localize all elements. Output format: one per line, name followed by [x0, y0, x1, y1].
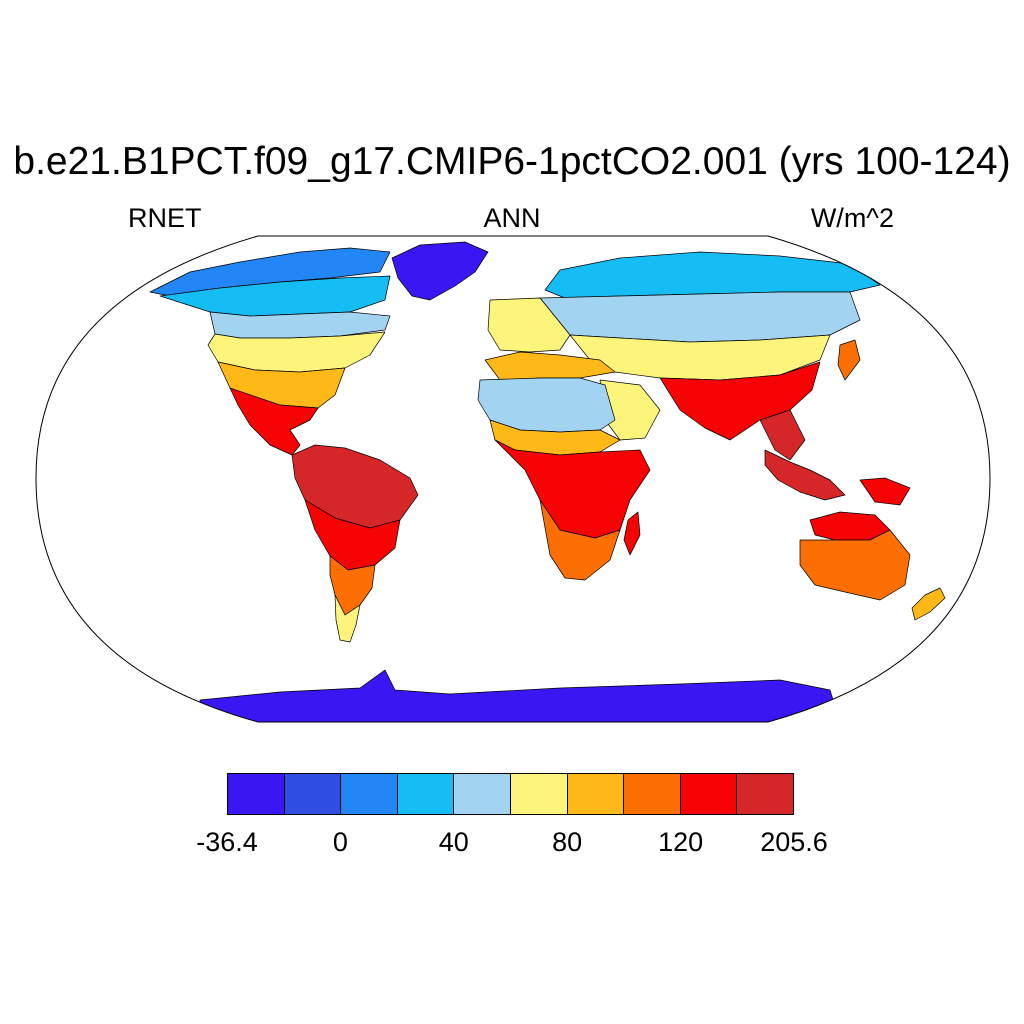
region-antarctica — [199, 669, 841, 722]
season-label: ANN — [483, 203, 541, 233]
units-label: W/m^2 — [810, 203, 894, 233]
colorbar-box — [454, 774, 511, 814]
colorbar-box — [624, 774, 681, 814]
colorbar-box — [737, 774, 793, 814]
colorbar-box — [341, 774, 398, 814]
colorbar-box — [228, 774, 285, 814]
colorbar — [227, 773, 794, 815]
colorbar-box — [284, 774, 342, 814]
region-south-america-north — [291, 444, 419, 529]
colorbar-box — [567, 774, 625, 814]
region-southeast-asia — [759, 409, 806, 461]
region-new-zealand — [911, 587, 946, 621]
region-siberia — [544, 251, 881, 299]
region-africa-tropical — [494, 439, 651, 539]
region-new-guinea — [859, 477, 911, 506]
region-europe — [487, 297, 571, 353]
colorbar-box — [397, 774, 455, 814]
colorbar-label: 40 — [438, 827, 469, 857]
region-africa-south — [539, 499, 621, 581]
map-title: b.e21.B1PCT.f09_g17.CMIP6-1pctCO2.001 (y… — [13, 140, 1011, 183]
region-patagonia — [334, 594, 361, 643]
region-north-america-temperate — [207, 331, 386, 373]
variable-label: RNET — [128, 203, 202, 233]
colorbar-label: 0 — [332, 827, 348, 857]
colorbar-box — [680, 774, 738, 814]
region-australia — [799, 529, 911, 601]
region-south-america-middle — [304, 499, 401, 571]
map-frame — [35, 235, 991, 723]
colorbar-label: 120 — [658, 827, 704, 857]
colorbar-label: 80 — [552, 827, 583, 857]
region-japan — [837, 339, 861, 381]
region-indonesia — [764, 449, 846, 501]
region-greenland — [391, 241, 489, 301]
region-madagascar — [623, 511, 641, 556]
colorbar-label: 205.6 — [760, 827, 828, 857]
colorbar-box — [510, 774, 568, 814]
region-central-america — [229, 387, 319, 456]
region-eurasia-central — [539, 291, 861, 343]
colorbar-label: -36.4 — [196, 827, 258, 857]
